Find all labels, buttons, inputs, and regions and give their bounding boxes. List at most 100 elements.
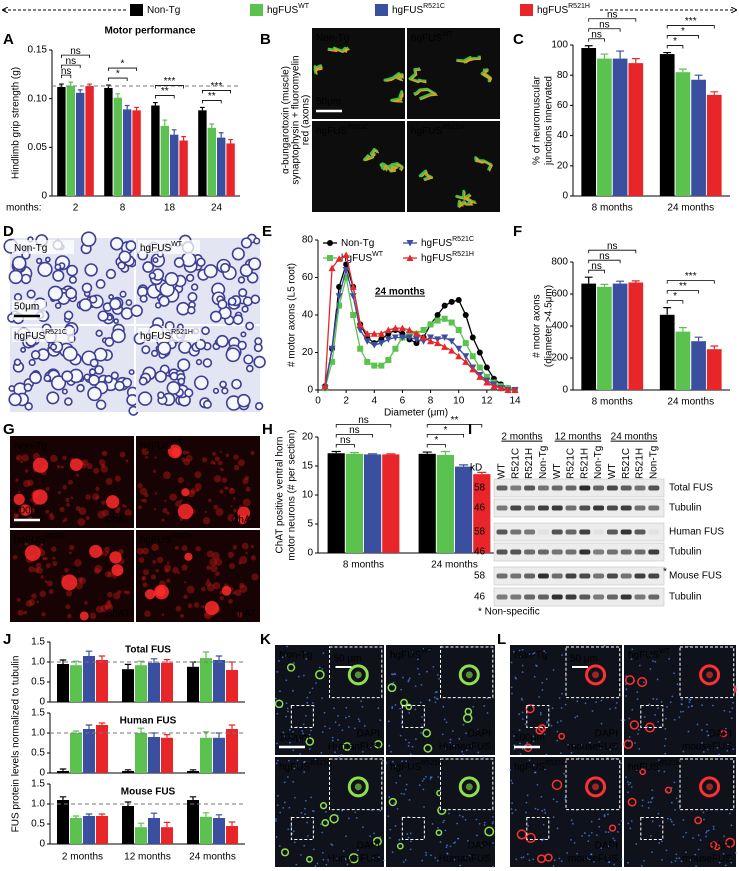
significance-label: ** [208, 91, 216, 102]
error-bar [137, 727, 145, 733]
nucleus [345, 706, 348, 709]
nucleus [598, 825, 601, 828]
nucleus [730, 861, 733, 864]
nucleus [560, 720, 562, 722]
nucleus [550, 724, 553, 727]
bar [187, 771, 199, 773]
nucleus [391, 707, 394, 710]
neuropil [74, 559, 82, 567]
axon-ring [43, 374, 52, 383]
nucleus [655, 698, 658, 701]
nucleus [275, 762, 278, 765]
neuropil [42, 557, 46, 561]
nucleus [389, 837, 391, 839]
nucleus [428, 648, 431, 651]
error-bar [228, 821, 236, 826]
band [648, 529, 660, 535]
marker [413, 336, 420, 343]
neuropil [206, 550, 214, 558]
text-part: hgFUS [390, 762, 421, 773]
y-tick-label: 0 [39, 839, 45, 850]
nucleus [665, 849, 668, 852]
bar [96, 660, 108, 702]
bar [187, 666, 199, 702]
bar [436, 454, 454, 553]
flag: * [663, 567, 667, 578]
error-bar [694, 74, 703, 80]
nucleus [333, 707, 335, 710]
nucleus [459, 864, 462, 867]
lane-label: Non-Tg [538, 446, 549, 479]
neuropil [175, 605, 182, 612]
marker [483, 364, 490, 371]
axon-ring [125, 299, 133, 306]
nucleus [404, 788, 407, 791]
nucleus [669, 701, 672, 704]
nucleus [528, 859, 531, 862]
nucleus [321, 831, 324, 834]
nucleus [421, 859, 424, 862]
band [620, 529, 632, 535]
significance-bracket [61, 64, 81, 69]
tile-label: Non-Tg [316, 33, 349, 44]
marker [356, 327, 364, 334]
nucleus [456, 822, 459, 825]
nucleus [398, 838, 401, 841]
nucleus [405, 783, 408, 786]
bar [597, 286, 612, 390]
significance-label: *** [211, 81, 223, 92]
y-tick-label: 20 [557, 160, 569, 171]
neuropil [79, 578, 82, 581]
neuropil [166, 578, 171, 583]
neuropil [179, 499, 183, 502]
channel-label: DAPI [357, 729, 380, 740]
nucleus [465, 809, 468, 812]
marker [370, 342, 378, 349]
motor-neuron [237, 506, 251, 520]
lane-label: WT [607, 463, 618, 479]
neuropil [163, 471, 171, 480]
text-part: Non-Tg [14, 441, 47, 452]
neuropil [225, 486, 229, 490]
neuropil [24, 542, 28, 546]
bar [217, 137, 226, 196]
significance-bracket [155, 95, 175, 99]
neuropil [169, 493, 177, 501]
error-bar [422, 451, 432, 454]
band [648, 594, 660, 600]
nucleus [283, 781, 286, 784]
cell [348, 853, 360, 864]
nucleus [535, 664, 537, 667]
nucleus [726, 749, 729, 752]
y-tick-label: 1.0 [31, 799, 45, 810]
nucleus [521, 718, 524, 721]
significance-bracket [588, 269, 605, 274]
inset-scale-label: 50 μm [334, 654, 362, 665]
cell [280, 848, 290, 857]
neuropil [241, 542, 249, 550]
nucleus [288, 759, 290, 762]
error-bar [189, 661, 197, 667]
bar [148, 662, 160, 702]
nucleus [420, 731, 422, 734]
nucleus [682, 835, 685, 838]
text-part: hgFUS [411, 126, 442, 137]
bar [70, 818, 82, 844]
x-tick-label: 12 months [124, 852, 171, 863]
marker [483, 379, 491, 386]
marker [434, 312, 441, 318]
nucleus [443, 819, 446, 822]
panel-letter: A [3, 31, 14, 48]
band [620, 573, 632, 579]
nucleus [436, 859, 439, 862]
neuropil [250, 544, 255, 549]
error-bar [631, 57, 640, 64]
significance-label: * [673, 291, 677, 302]
image-panel: GNon-TgChAT100μmhgFUSWTChAThgFUSR521CChA… [3, 421, 260, 622]
nucleus [699, 839, 702, 841]
nucleus [646, 726, 649, 728]
nucleus [300, 853, 302, 856]
